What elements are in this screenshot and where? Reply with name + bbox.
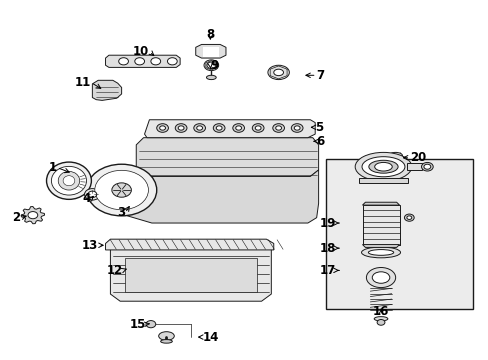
Ellipse shape — [159, 126, 165, 130]
Ellipse shape — [252, 124, 264, 132]
Ellipse shape — [46, 162, 91, 199]
Text: 19: 19 — [319, 216, 335, 230]
Ellipse shape — [361, 157, 404, 177]
Polygon shape — [105, 55, 180, 67]
Polygon shape — [358, 178, 407, 183]
Text: 7: 7 — [316, 69, 324, 82]
Ellipse shape — [86, 164, 157, 216]
Text: 6: 6 — [316, 135, 324, 148]
Ellipse shape — [361, 247, 400, 258]
Ellipse shape — [273, 69, 283, 76]
Polygon shape — [195, 44, 225, 58]
Text: 13: 13 — [82, 239, 98, 252]
Ellipse shape — [291, 124, 303, 132]
Bar — [326, 159, 472, 309]
Text: 2: 2 — [12, 211, 20, 224]
Ellipse shape — [423, 164, 430, 169]
Ellipse shape — [51, 166, 86, 195]
Ellipse shape — [203, 60, 218, 71]
Ellipse shape — [255, 126, 261, 130]
Ellipse shape — [28, 212, 38, 219]
Ellipse shape — [88, 191, 97, 198]
Ellipse shape — [371, 272, 389, 283]
Ellipse shape — [388, 152, 402, 159]
Polygon shape — [110, 241, 271, 301]
Ellipse shape — [354, 152, 411, 181]
Ellipse shape — [267, 65, 289, 80]
Ellipse shape — [193, 124, 205, 132]
Bar — [125, 258, 256, 292]
Text: 9: 9 — [210, 59, 218, 72]
Ellipse shape — [135, 58, 144, 65]
Polygon shape — [144, 120, 315, 138]
Ellipse shape — [421, 162, 432, 171]
Text: 1: 1 — [48, 161, 57, 174]
Ellipse shape — [232, 124, 244, 132]
Text: 16: 16 — [372, 306, 388, 319]
Ellipse shape — [112, 183, 131, 197]
Ellipse shape — [157, 124, 168, 132]
Text: 12: 12 — [106, 264, 122, 277]
Ellipse shape — [146, 320, 156, 328]
Ellipse shape — [404, 214, 413, 221]
Text: 4: 4 — [82, 192, 91, 205]
Ellipse shape — [178, 126, 183, 130]
Ellipse shape — [272, 124, 284, 132]
Ellipse shape — [374, 162, 391, 171]
Ellipse shape — [406, 216, 411, 220]
Polygon shape — [92, 80, 122, 100]
Polygon shape — [362, 244, 399, 247]
Ellipse shape — [196, 126, 202, 130]
Ellipse shape — [275, 126, 281, 130]
Polygon shape — [21, 207, 44, 224]
Ellipse shape — [206, 75, 216, 80]
Text: 18: 18 — [319, 242, 335, 255]
Text: 17: 17 — [319, 264, 335, 277]
Ellipse shape — [235, 126, 241, 130]
Text: 14: 14 — [203, 330, 219, 343]
Ellipse shape — [84, 189, 100, 200]
Ellipse shape — [175, 124, 186, 132]
Text: 11: 11 — [75, 76, 91, 89]
Ellipse shape — [151, 58, 160, 65]
Ellipse shape — [213, 124, 224, 132]
Ellipse shape — [368, 160, 397, 173]
Polygon shape — [362, 202, 399, 205]
Ellipse shape — [58, 171, 80, 190]
Text: 5: 5 — [315, 121, 323, 134]
Ellipse shape — [376, 319, 384, 325]
Polygon shape — [120, 170, 318, 223]
Text: 10: 10 — [133, 45, 149, 58]
Ellipse shape — [367, 249, 393, 255]
Ellipse shape — [119, 58, 128, 65]
Ellipse shape — [63, 176, 75, 186]
Ellipse shape — [167, 58, 177, 65]
Ellipse shape — [216, 126, 222, 130]
Ellipse shape — [206, 62, 215, 68]
Text: 20: 20 — [409, 151, 426, 164]
Text: 8: 8 — [206, 28, 214, 41]
Polygon shape — [136, 138, 318, 176]
Polygon shape — [406, 163, 421, 170]
Ellipse shape — [158, 332, 174, 340]
Bar — [203, 46, 218, 57]
Ellipse shape — [95, 170, 148, 210]
Ellipse shape — [366, 267, 395, 288]
Polygon shape — [105, 239, 273, 250]
Text: 15: 15 — [129, 318, 146, 331]
Text: 3: 3 — [117, 207, 125, 220]
Ellipse shape — [294, 126, 300, 130]
Ellipse shape — [160, 339, 172, 343]
Bar — [362, 205, 399, 244]
Ellipse shape — [373, 317, 387, 321]
